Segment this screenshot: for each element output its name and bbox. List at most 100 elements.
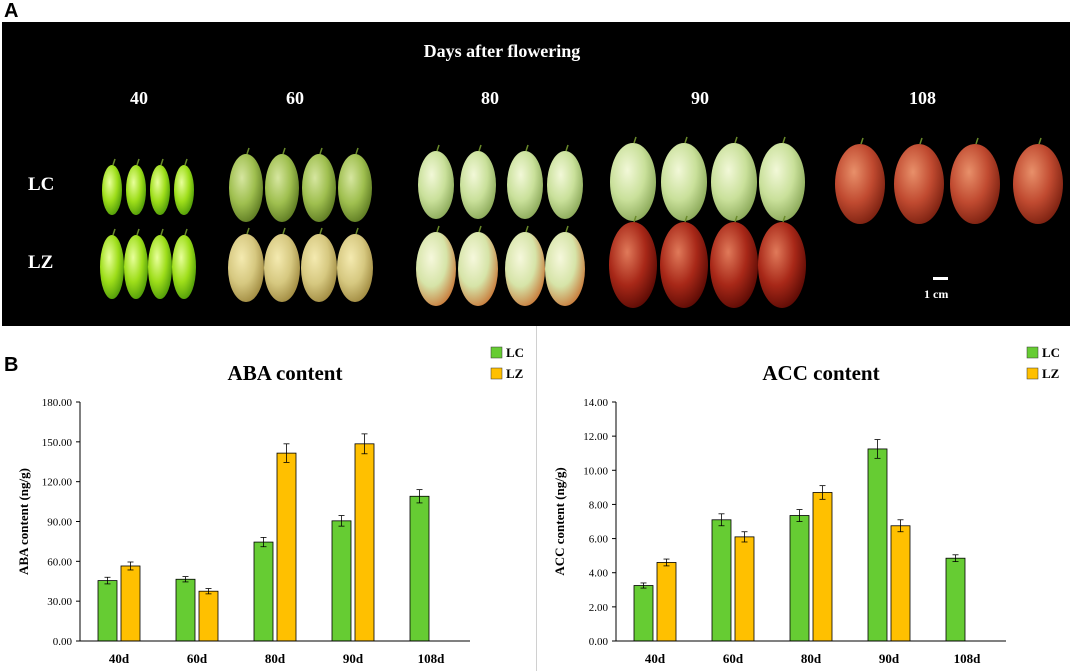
day-label-108: 108 [909, 88, 936, 108]
fruit-stem [525, 225, 529, 233]
fruit-photograph: Days after flowering 40 60 80 90 108 LC … [2, 22, 1070, 326]
fruit-stem [136, 228, 140, 236]
aba-ytick-label: 150.00 [42, 437, 73, 449]
acc-ytick-label: 0.00 [589, 636, 609, 648]
aba-bar-lz-60d [198, 590, 219, 642]
fruit-stem [355, 227, 359, 235]
fruit-stem [436, 144, 440, 152]
aba-legend-label-lc: LC [506, 345, 524, 360]
aba-bar-lz-90d [354, 443, 375, 642]
acc-xtick-label-80d: 80d [801, 651, 822, 666]
fruit-d0-r1-1 [124, 235, 148, 299]
fruit-stem [565, 144, 569, 152]
acc-bar-lc-108d [945, 557, 966, 642]
row-label-lc: LC [28, 174, 55, 195]
fruit-d2-r1-2 [505, 232, 545, 306]
acc-ytick-label: 14.00 [583, 397, 608, 409]
fruit-d2-r0-3 [547, 151, 583, 219]
fruit-d3-r0-0 [610, 143, 656, 221]
fruit-stem [319, 227, 323, 235]
fruit-d3-r1-3 [758, 222, 806, 308]
aba-xtick-label-60d: 60d [187, 651, 208, 666]
fruit-d1-r0-3 [338, 154, 372, 222]
aba-bar-lz-80d [276, 452, 297, 642]
acc-title: ACC content [762, 361, 879, 385]
day-label-40: 40 [130, 88, 148, 108]
aba-ytick-label: 0.00 [53, 636, 73, 648]
acc-chart: ACC content LC LZ 0.00 2.00 4.00 6.00 8.00 10.00… [552, 345, 1060, 666]
acc-bar-lc-80d [789, 515, 810, 642]
fruit-d1-r0-0 [229, 154, 263, 222]
fruit-d1-r1-1 [264, 234, 300, 302]
fruit-d0-r1-3 [172, 235, 196, 299]
aba-xtick-label-80d: 80d [265, 651, 286, 666]
aba-ytick-label: 180.00 [42, 397, 73, 409]
fruit-d0-r1-2 [148, 235, 172, 299]
fruit-d4-r0-2 [950, 144, 1000, 224]
aba-ytick-label: 90.00 [47, 517, 72, 529]
acc-legend-label-lz: LZ [1042, 366, 1060, 381]
panel-b-letter: B [4, 354, 19, 376]
acc-ytick-label: 8.00 [589, 499, 609, 511]
aba-ytick-label: 120.00 [42, 477, 73, 489]
fruit-d3-r0-3 [759, 143, 805, 221]
fruit-d1-r0-2 [302, 154, 336, 222]
day-label-80: 80 [481, 88, 499, 108]
acc-ytick-label: 12.00 [583, 431, 608, 443]
aba-ylabel: ABA content (ng/g) [16, 468, 31, 575]
fruit-stem [246, 227, 250, 235]
acc-xtick-label-108d: 108d [954, 651, 982, 666]
aba-bar-lc-80d [253, 541, 274, 642]
fruit-d0-r0-3 [174, 165, 194, 215]
aba-title: ABA content [228, 361, 343, 385]
acc-bar-lc-40d [633, 585, 654, 642]
day-label-90: 90 [691, 88, 709, 108]
aba-xtick-label-108d: 108d [418, 651, 446, 666]
acc-ytick-label: 4.00 [589, 568, 609, 580]
acc-bar-lz-40d [656, 562, 677, 642]
aba-xtick-label-40d: 40d [109, 651, 130, 666]
acc-legend-swatch-lz [1026, 367, 1039, 380]
days-after-flowering-heading: Days after flowering [423, 41, 581, 61]
day-label-60: 60 [286, 88, 304, 108]
fruit-stem [684, 136, 688, 144]
fruit-stem [160, 158, 164, 166]
acc-bar-lz-90d [890, 525, 911, 642]
fruit-d3-r0-1 [661, 143, 707, 221]
fruit-stem [160, 228, 164, 236]
acc-ytick-label: 10.00 [583, 465, 608, 477]
fruit-stem [782, 215, 786, 223]
row-label-lz: LZ [28, 252, 54, 273]
fruit-d2-r1-3 [545, 232, 585, 306]
aba-legend-swatch-lz [490, 367, 503, 380]
acc-ytick-label: 2.00 [589, 602, 609, 614]
fruit-d4-r0-1 [894, 144, 944, 224]
fruit-d3-r0-2 [711, 143, 757, 221]
panel-divider [536, 326, 537, 671]
fruit-d1-r1-0 [228, 234, 264, 302]
fruit-d2-r1-0 [416, 232, 456, 306]
fruit-stem [355, 147, 359, 155]
fruit-drawing [100, 136, 1063, 308]
fruit-d2-r0-2 [507, 151, 543, 219]
aba-ytick-label: 30.00 [47, 596, 72, 608]
fruit-d1-r1-3 [337, 234, 373, 302]
acc-legend-swatch-lc [1026, 346, 1039, 359]
fruit-d1-r0-1 [265, 154, 299, 222]
fruit-stem [860, 137, 864, 145]
aba-legend-label-lz: LZ [506, 366, 524, 381]
fruit-stem [436, 225, 440, 233]
acc-xtick-label-40d: 40d [645, 651, 666, 666]
acc-bar-lc-60d [711, 519, 732, 642]
fruit-d4-r0-3 [1013, 144, 1063, 224]
fruit-d3-r1-0 [609, 222, 657, 308]
acc-bar-lz-60d [734, 536, 755, 642]
acc-bar-lc-90d [867, 448, 888, 642]
aba-ytick-label: 60.00 [47, 556, 72, 568]
aba-bar-lc-60d [175, 578, 196, 642]
fruit-stem [112, 158, 116, 166]
acc-legend-label-lc: LC [1042, 345, 1060, 360]
fruit-stem [782, 136, 786, 144]
panel-a-letter: A [4, 0, 19, 22]
aba-chart: ABA content LC LZ 0.00 30.00 60.00 90.00 120.00… [16, 345, 524, 666]
